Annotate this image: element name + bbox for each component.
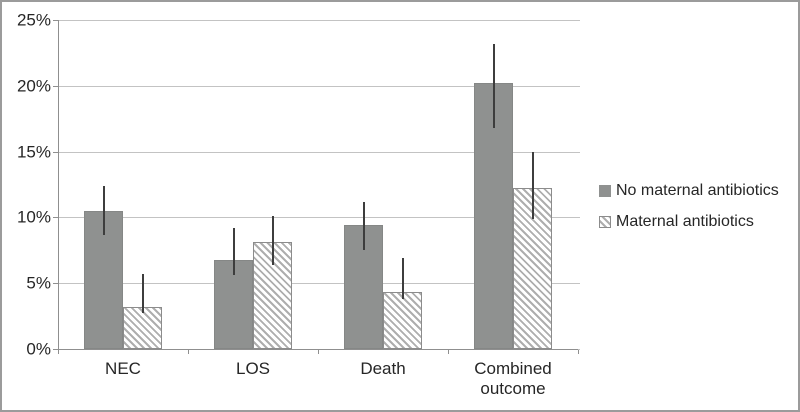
legend-label: Maternal antibiotics <box>616 213 754 230</box>
error-bar <box>363 202 365 250</box>
x-axis <box>58 349 578 350</box>
gridline <box>58 152 580 153</box>
x-axis-tick <box>188 350 189 354</box>
bar-hatched <box>123 307 162 349</box>
x-axis-label: LOS <box>235 359 271 378</box>
x-axis-label: Death <box>360 359 406 378</box>
error-bar <box>532 152 534 219</box>
y-axis-label: 0% <box>26 339 51 359</box>
legend-item-no-maternal-antibiotics: No maternal antibiotics <box>599 182 779 200</box>
legend: No maternal antibiotics Maternal antibio… <box>599 182 779 244</box>
error-bar <box>142 274 144 313</box>
gridline <box>58 20 580 21</box>
error-bar <box>272 216 274 265</box>
y-axis-label: 10% <box>16 207 51 227</box>
gridline <box>58 217 580 218</box>
error-bar <box>493 44 495 128</box>
x-axis-label: NEC <box>105 359 141 378</box>
bar-hatched <box>383 292 422 349</box>
y-axis-tick <box>53 152 58 153</box>
gridline <box>58 86 580 87</box>
y-axis-tick <box>53 283 58 284</box>
y-axis <box>58 20 59 349</box>
error-bar <box>103 186 105 235</box>
error-bar <box>233 228 235 275</box>
hatched-swatch-icon <box>599 216 611 228</box>
bar-hatched <box>513 188 552 349</box>
y-axis-label: 25% <box>16 10 51 30</box>
y-axis-tick <box>53 86 58 87</box>
legend-label: No maternal antibiotics <box>616 182 779 199</box>
error-bar <box>402 258 404 299</box>
y-axis-label: 20% <box>16 76 51 96</box>
x-axis-tick <box>578 350 579 354</box>
x-axis-tick <box>448 350 449 354</box>
gridline <box>58 283 580 284</box>
y-axis-tick <box>53 349 58 350</box>
y-axis-tick <box>53 217 58 218</box>
y-axis-label: 5% <box>26 273 51 293</box>
x-axis-tick <box>58 350 59 354</box>
y-axis-label: 15% <box>16 142 51 162</box>
legend-item-maternal-antibiotics: Maternal antibiotics <box>599 213 779 231</box>
x-axis-label: Combined outcome <box>474 359 552 398</box>
solid-gray-swatch-icon <box>599 185 611 197</box>
y-axis-tick <box>53 20 58 21</box>
x-axis-tick <box>318 350 319 354</box>
